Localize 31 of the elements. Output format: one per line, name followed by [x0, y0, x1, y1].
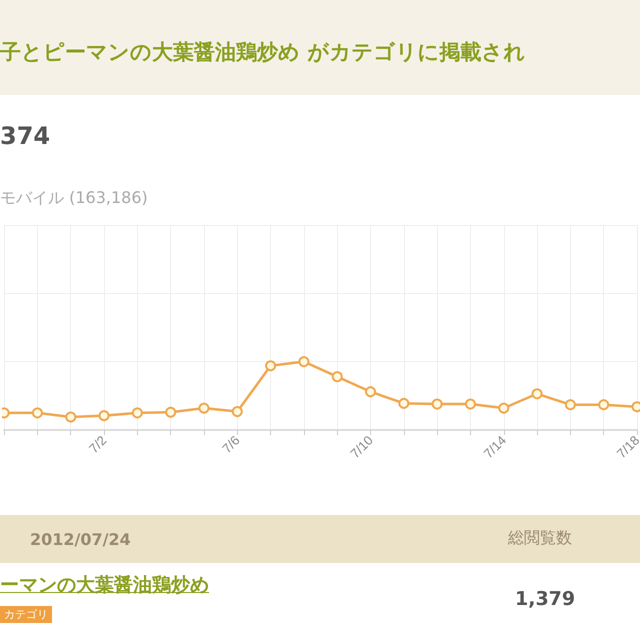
point: [464, 398, 476, 410]
point: [332, 371, 343, 382]
point: [398, 398, 410, 409]
point: [165, 406, 176, 418]
point: [98, 410, 110, 422]
text: 1,379: [515, 588, 576, 610]
x-tick-label: 7/2: [86, 432, 110, 456]
text: ーマンの大葉醤油鶏炒め: [0, 573, 209, 598]
point: [564, 399, 576, 410]
point: [65, 412, 76, 423]
chart-title: 子とピーマンの大葉醤油鶏炒め がカテゴリに掲載され: [0, 39, 526, 66]
x-tick-label: 7/10: [347, 432, 376, 462]
point: [132, 407, 143, 418]
point: [532, 388, 543, 400]
chart-subtitle: 374: [0, 122, 50, 150]
text: モバイル (163,186): [0, 188, 148, 209]
point: [598, 399, 610, 410]
x-tick-label: 7/6: [219, 432, 243, 456]
text: 総閲覧数: [508, 528, 572, 549]
point: [498, 402, 510, 414]
point: [265, 360, 276, 372]
x-tick-label: 7/18: [614, 432, 640, 462]
text: カテゴリ: [0, 606, 52, 623]
x-tick-label: 7/14: [480, 432, 510, 462]
point: [365, 386, 376, 398]
text: 2012/07/24: [30, 530, 131, 549]
point: [298, 356, 310, 368]
point: [32, 407, 43, 418]
point: [432, 398, 443, 410]
point: [232, 406, 243, 418]
point: [198, 402, 210, 414]
